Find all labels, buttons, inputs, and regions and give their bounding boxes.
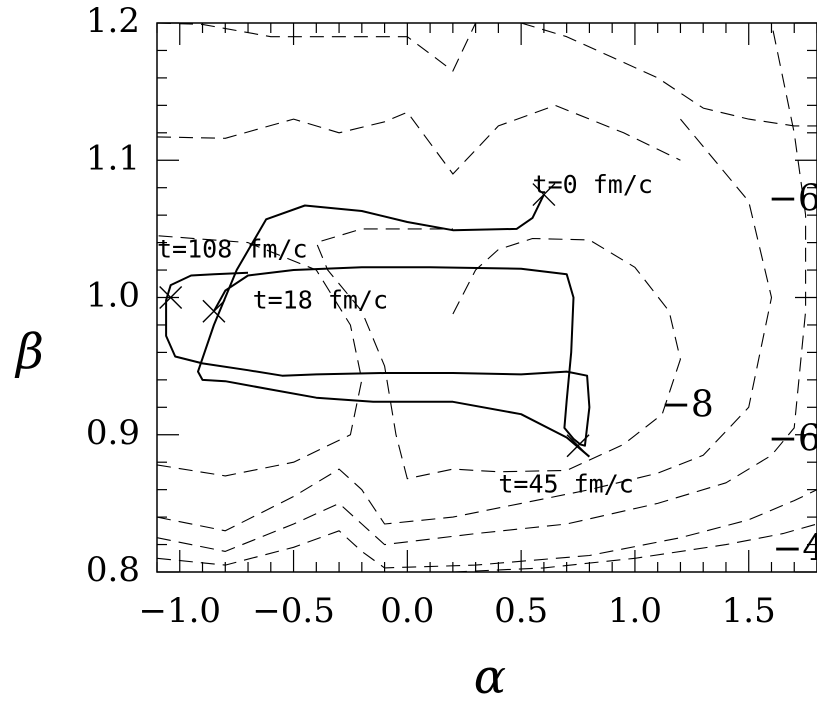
cross-marker-2 [202, 299, 226, 323]
x-tick-label: −1.0 [138, 591, 221, 631]
x-tick-label: 0.5 [494, 591, 548, 631]
x-tick-label: 1.0 [608, 591, 662, 631]
contour-line-2 [157, 104, 681, 175]
x-tick-label: 0.0 [380, 591, 434, 631]
y-tick-label: 1.1 [86, 138, 140, 178]
contour-line-8 [157, 23, 807, 552]
trajectory-curve-0 [197, 194, 591, 458]
time-annotation-0: t=0 fm/c [533, 170, 653, 199]
y-tick-label: 1.0 [86, 276, 140, 316]
contour-line-5 [315, 228, 681, 480]
x-axis-label: α [474, 649, 506, 703]
y-tick-label: 0.8 [86, 550, 140, 590]
contour-label-2: −6 [768, 419, 817, 460]
contour-line-6 [157, 235, 363, 477]
contour-label-1: −8 [661, 384, 714, 425]
contour-line-9 [157, 489, 817, 569]
contour-line-4 [520, 23, 817, 127]
cross-marker-0 [532, 183, 556, 207]
time-annotation-1: t=108 fm/c [157, 235, 308, 264]
cross-marker-3 [566, 434, 590, 458]
time-annotation-2: t=18 fm/c [253, 285, 388, 314]
trajectory-curve-1 [165, 266, 591, 447]
y-tick-label: 0.9 [86, 413, 140, 453]
x-tick-label: −0.5 [252, 591, 335, 631]
contour-line-7 [157, 118, 773, 532]
y-tick-label: 1.2 [86, 1, 140, 41]
contour-line-10 [452, 523, 817, 572]
y-axis-label: β [14, 324, 44, 380]
time-annotation-3: t=45 fm/c [498, 469, 633, 498]
contour-label-0: −6 [768, 178, 817, 219]
x-tick-label: 1.5 [722, 591, 776, 631]
